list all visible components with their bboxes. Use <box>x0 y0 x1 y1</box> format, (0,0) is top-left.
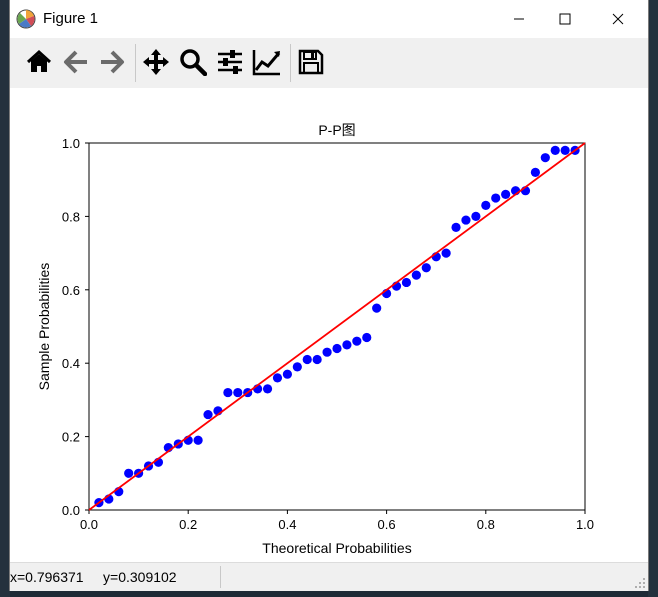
chart-title: P-P图 <box>318 122 355 138</box>
pan-button[interactable] <box>141 46 171 78</box>
background-editor-left <box>0 0 10 597</box>
scatter-point <box>282 369 292 379</box>
background-editor-right <box>648 0 658 597</box>
zoom-button[interactable] <box>178 46 208 78</box>
home-icon <box>26 49 52 72</box>
edit-axes-button[interactable] <box>252 46 282 78</box>
scatter-point <box>461 215 471 225</box>
y-tick-label: 0.6 <box>62 283 80 298</box>
scatter-point <box>451 222 461 233</box>
scatter-point <box>362 332 372 343</box>
edit-axes-icon <box>252 50 281 76</box>
scatter-point <box>491 193 501 203</box>
status-separator <box>220 566 221 588</box>
scatter-point <box>342 340 352 350</box>
close-icon <box>612 13 624 25</box>
scatter-point <box>193 435 203 445</box>
pp-plot-chart: P-P图 0.0 0.2 0.4 0.6 0.8 1.0 0.0 0.2 0.4 0.6 0.8 1… <box>36 122 594 556</box>
scatter-point <box>501 189 511 199</box>
y-axis-ticks: 0.0 0.2 0.4 0.6 0.8 1.0 <box>62 136 89 518</box>
y-tick-label: 0.0 <box>62 503 80 518</box>
back-button[interactable] <box>61 46 91 78</box>
minimize-button[interactable] <box>496 0 542 38</box>
x-tick-label: 0.0 <box>80 517 98 532</box>
status-bar: x=0.796371 y=0.309102 <box>10 562 648 591</box>
scatter-point <box>124 468 134 478</box>
title-bar: Figure 1 <box>10 0 648 38</box>
scatter-point <box>481 200 491 210</box>
scatter-point <box>312 354 322 365</box>
scatter-point <box>223 387 233 398</box>
scatter-point <box>441 248 451 258</box>
scatter-point <box>352 336 362 346</box>
y-tick-label: 0.8 <box>62 209 80 224</box>
maximize-icon <box>559 13 571 25</box>
figure-canvas[interactable]: P-P图 0.0 0.2 0.4 0.6 0.8 1.0 0.0 0.2 0.4 0.6 0.8 1… <box>10 88 648 562</box>
x-axis-label: Theoretical Probabilities <box>262 540 411 556</box>
figure-window: Figure 1 <box>10 0 648 591</box>
save-button[interactable] <box>296 46 326 78</box>
cursor-coordinates: x=0.796371 y=0.309102 <box>10 569 177 585</box>
save-floppy-icon <box>298 49 324 75</box>
scatter-point <box>292 362 302 372</box>
scatter-point <box>421 263 431 273</box>
x-tick-label: 0.2 <box>179 517 197 532</box>
scatter-point <box>302 354 312 365</box>
minimize-icon <box>514 18 524 20</box>
y-tick-label: 1.0 <box>62 136 80 151</box>
subplots-button[interactable] <box>215 46 245 78</box>
scatter-point <box>560 145 570 155</box>
x-tick-label: 0.8 <box>477 517 495 532</box>
y-axis-label: Sample Probabilities <box>36 263 52 391</box>
x-tick-label: 1.0 <box>576 517 594 532</box>
navigation-toolbar <box>10 38 648 88</box>
zoom-magnifier-icon <box>180 49 207 76</box>
scatter-point <box>203 409 213 420</box>
scatter-point <box>401 277 412 288</box>
matplotlib-app-icon <box>16 9 36 29</box>
x-tick-label: 0.6 <box>378 517 396 532</box>
scatter-point <box>233 387 243 398</box>
resize-grip-icon[interactable] <box>634 577 646 589</box>
reference-line <box>88 142 586 511</box>
back-arrow-icon <box>64 50 87 74</box>
x-tick-label: 0.4 <box>278 517 296 532</box>
scatter-point <box>530 167 541 177</box>
home-button[interactable] <box>24 46 54 78</box>
scatter-point <box>272 373 283 383</box>
scatter-point <box>322 347 332 357</box>
scatter-point <box>471 211 481 221</box>
maximize-button[interactable] <box>542 0 588 38</box>
scatter-point <box>372 303 382 313</box>
toolbar-separator <box>135 44 136 82</box>
forward-button[interactable] <box>97 46 127 78</box>
scatter-point <box>550 145 560 155</box>
scatter-point <box>411 270 421 280</box>
forward-arrow-icon <box>101 50 124 74</box>
data-series <box>88 142 586 511</box>
toolbar-separator <box>290 44 291 82</box>
x-axis-ticks: 0.0 0.2 0.4 0.6 0.8 1.0 <box>80 510 594 532</box>
scatter-point <box>540 153 550 163</box>
pan-move-icon <box>143 49 169 75</box>
window-title: Figure 1 <box>43 10 99 27</box>
y-tick-label: 0.2 <box>62 430 80 445</box>
subplots-sliders-icon <box>218 50 242 74</box>
scatter-point <box>332 343 342 354</box>
close-button[interactable] <box>595 0 641 38</box>
scatter-point <box>262 384 273 394</box>
y-tick-label: 0.4 <box>62 356 80 371</box>
